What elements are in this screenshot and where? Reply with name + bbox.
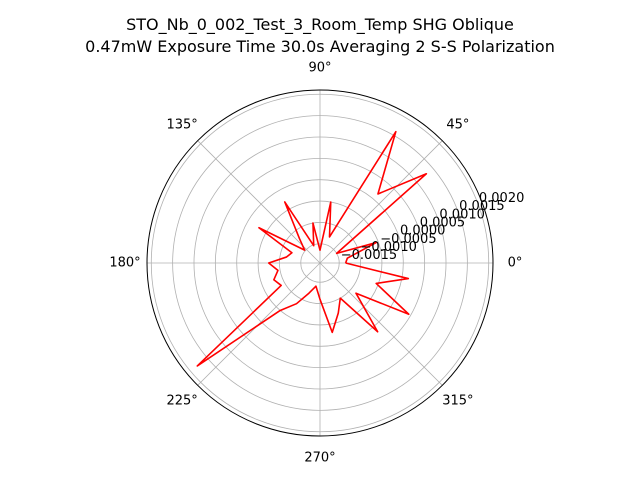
theta-gridline-7 bbox=[319, 262, 443, 386]
theta-tick-label-0: 0° bbox=[508, 256, 523, 271]
r-tick-label-6: 0.0015 bbox=[459, 199, 505, 214]
theta-tick-label-2: 90° bbox=[308, 61, 331, 76]
r-tick-label-4: 0.0005 bbox=[420, 215, 466, 230]
r-tick-label-5: 0.0010 bbox=[439, 207, 485, 222]
theta-tick-label-4: 180° bbox=[109, 256, 140, 271]
r-tick-label-2: −0.0005 bbox=[380, 232, 436, 247]
r-tick-labels: −0.0015−0.0010−0.00050.00000.00050.00100… bbox=[341, 191, 525, 263]
series-layer bbox=[196, 130, 428, 367]
polar-frame bbox=[146, 89, 494, 437]
r-tick-label-1: −0.0010 bbox=[360, 240, 416, 255]
chart-title-line-2: 0.47mW Exposure Time 30.0s Averaging 2 S… bbox=[85, 37, 555, 56]
theta-tick-labels: 0° 45° 90° 135° 180° 225° 270° 315° bbox=[109, 61, 522, 466]
r-tick-label-0: −0.0015 bbox=[341, 248, 397, 263]
r-tick-label-3: 0.0000 bbox=[400, 224, 446, 239]
theta-gridline-3 bbox=[197, 140, 321, 264]
theta-tick-label-6: 270° bbox=[304, 451, 335, 466]
theta-tick-label-1: 45° bbox=[446, 118, 469, 133]
r-tick-label-7: 0.0020 bbox=[479, 191, 525, 206]
theta-tick-label-5: 225° bbox=[166, 393, 197, 408]
series-line-0 bbox=[196, 130, 428, 367]
chart-title-line-1: STO_Nb_0_002_Test_3_Room_Temp SHG Obliqu… bbox=[126, 15, 514, 34]
angular-grid bbox=[147, 90, 493, 436]
theta-tick-label-7: 315° bbox=[442, 393, 473, 408]
theta-gridline-1 bbox=[319, 140, 443, 264]
theta-tick-label-3: 135° bbox=[166, 118, 197, 133]
